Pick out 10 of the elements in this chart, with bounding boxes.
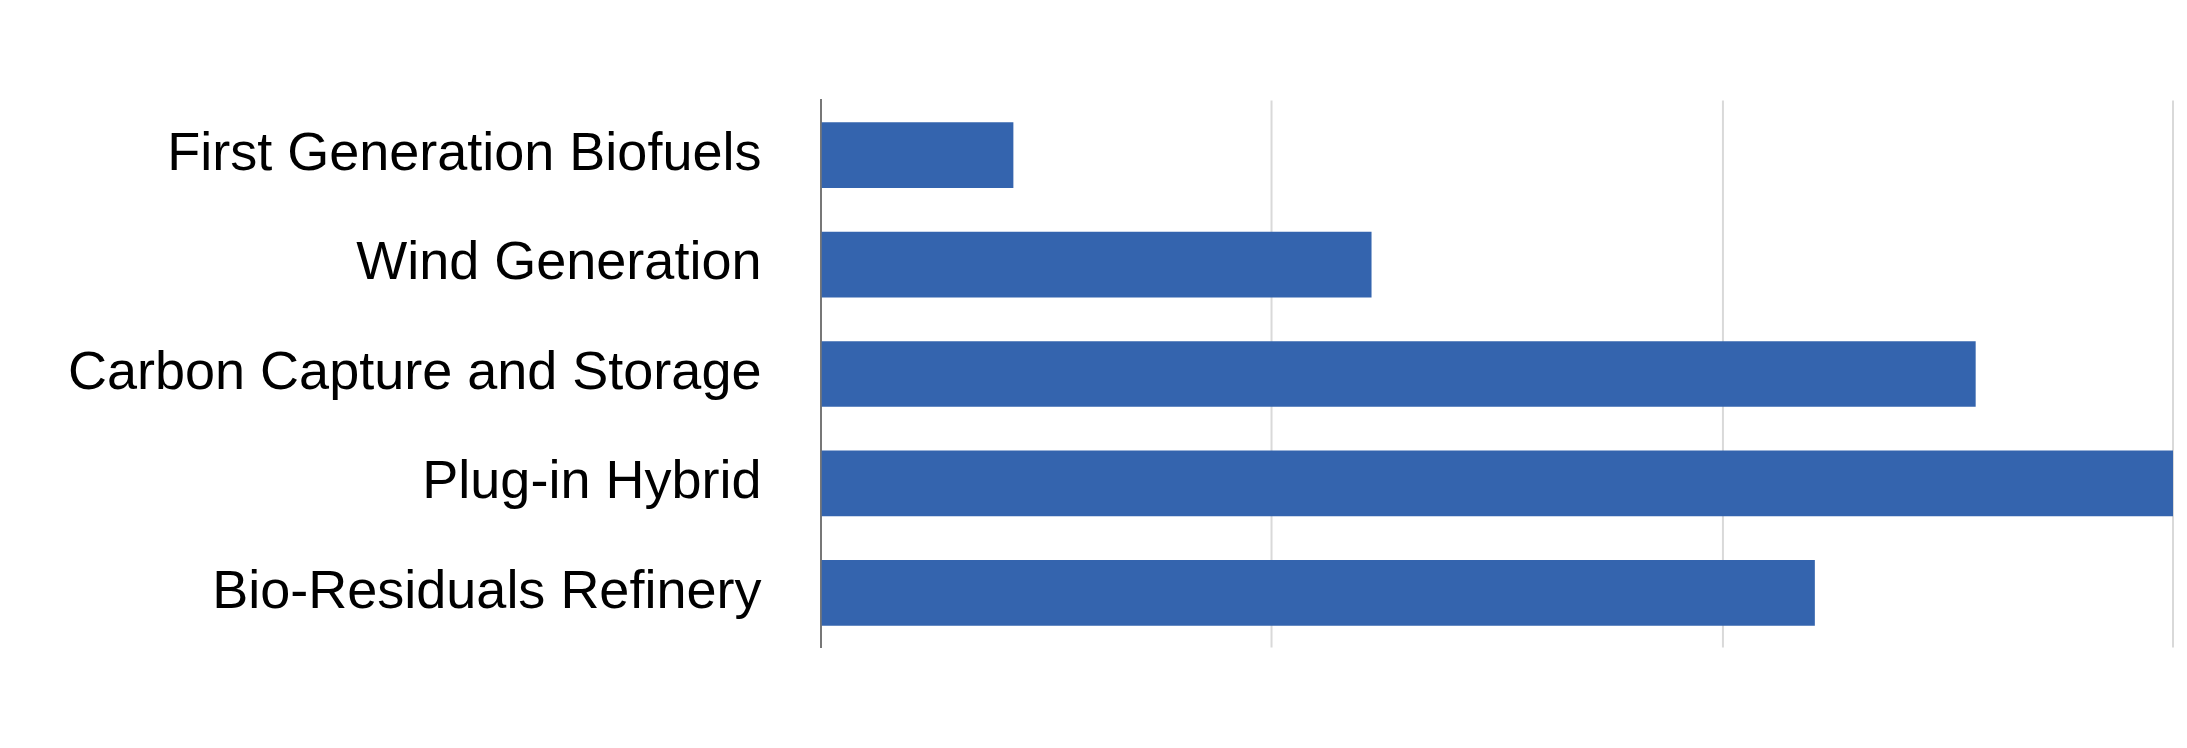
y-tick-label: First Generation Biofuels bbox=[167, 121, 762, 182]
bar bbox=[821, 122, 1014, 188]
bar bbox=[821, 560, 1815, 626]
bar bbox=[821, 231, 1372, 298]
y-tick-label: Carbon Capture and Storage bbox=[67, 339, 762, 400]
bar bbox=[821, 341, 1976, 407]
y-tick-label: Wind Generation bbox=[356, 230, 762, 291]
bar bbox=[821, 450, 2173, 517]
y-tick-label: Bio-Residuals Refinery bbox=[212, 558, 762, 619]
y-tick-label: Plug-in Hybrid bbox=[422, 449, 762, 510]
